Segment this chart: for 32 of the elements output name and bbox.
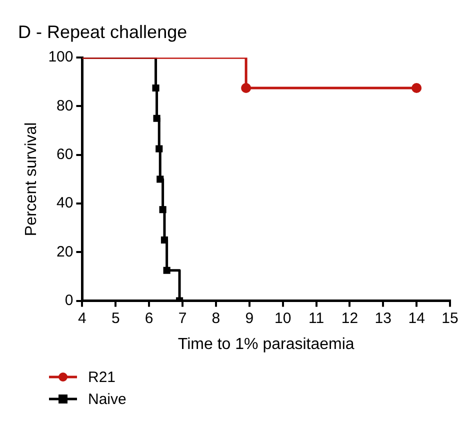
x-tick-label: 12 [341,310,358,327]
chart-title: D - Repeat challenge [18,22,188,42]
y-tick-label: 100 [48,48,74,66]
y-tick-label: 80 [56,97,74,114]
point [152,84,160,92]
point [241,83,252,93]
x-tick-label: 5 [111,310,120,327]
point [159,206,166,214]
legend-label: Naive [88,390,126,408]
point [153,114,160,122]
y-tick-label: 0 [64,292,74,309]
x-tick-label: 15 [442,310,458,327]
point [156,176,164,183]
x-tick-label: 6 [144,310,154,327]
y-tick-label: 20 [56,243,74,260]
x-tick-label: 11 [308,310,324,327]
y-tick-label: 60 [56,146,74,164]
point [156,145,163,152]
x-tick-label: 8 [212,310,220,327]
x-tick-label: 14 [408,310,425,327]
point [163,266,170,274]
y-axis-title: Percent survival [23,122,40,236]
x-tick-label: 10 [274,310,292,327]
y-tick-label: 40 [56,194,74,212]
x-tick-label: 9 [245,310,254,327]
x-tick-label: 4 [78,310,86,327]
x-axis-title: Time to 1% parasitaemia [178,336,354,353]
x-tick-label: 7 [178,310,187,327]
point [160,236,168,244]
point [412,83,422,93]
x-tick-label: 13 [374,310,392,327]
legend-label: R21 [88,368,116,386]
